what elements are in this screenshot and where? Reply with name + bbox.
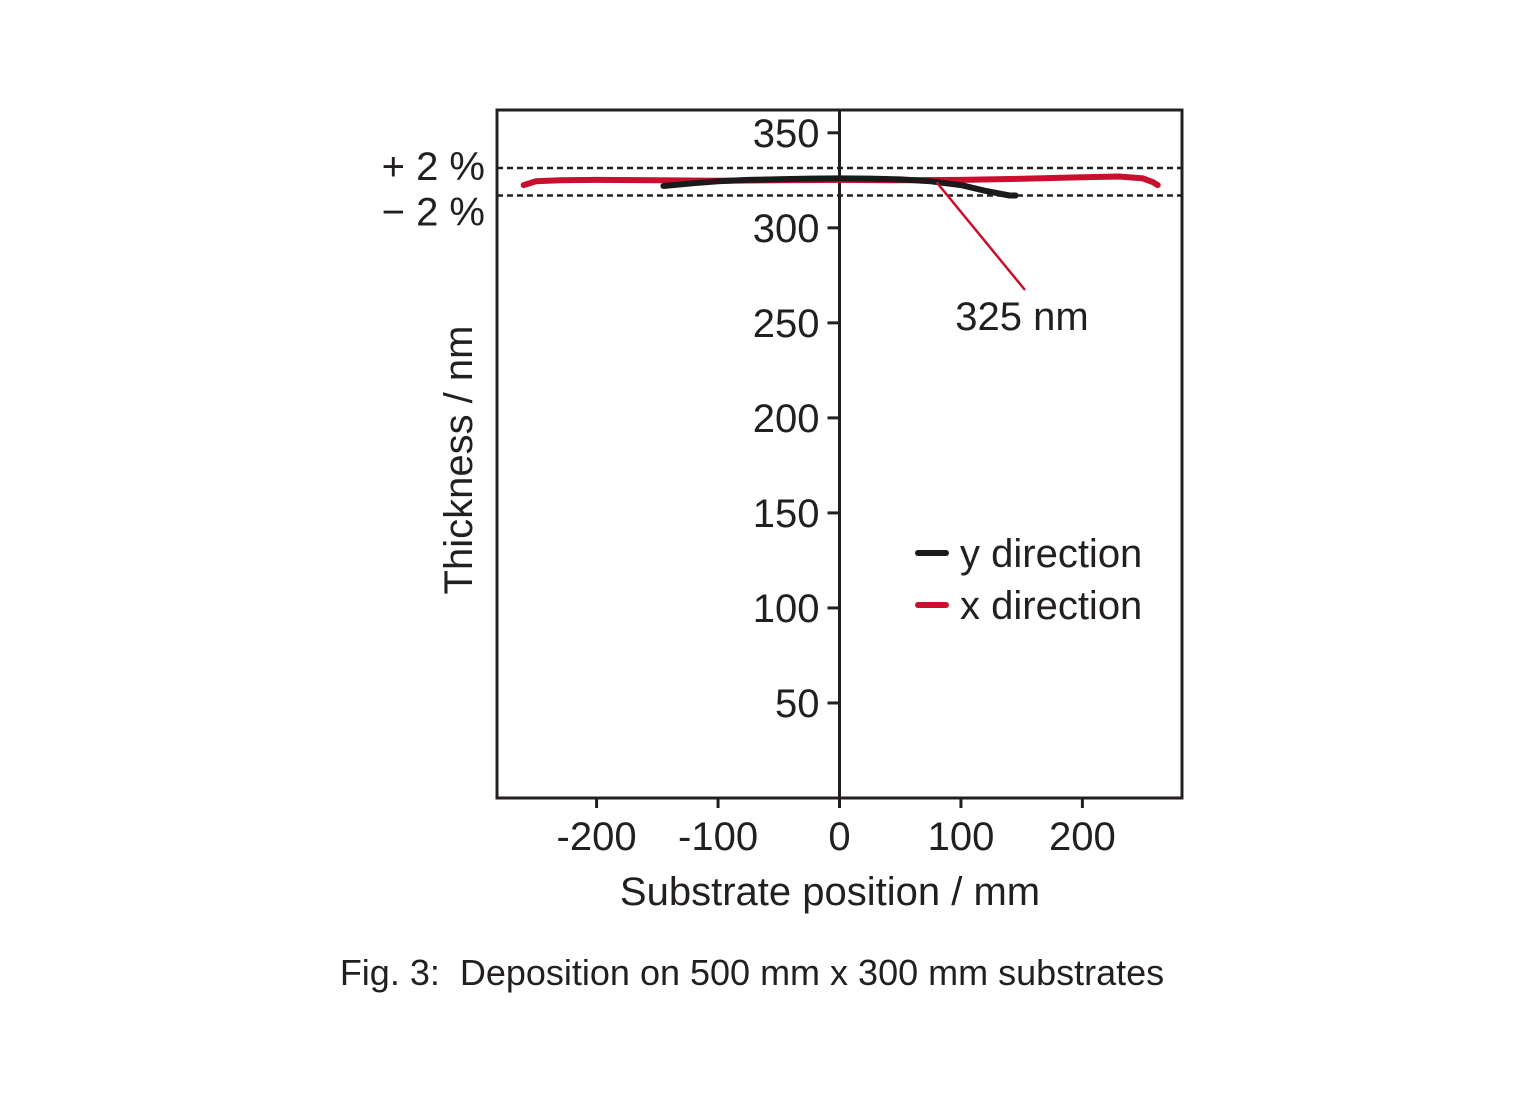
reference-line-label: + 2 % bbox=[382, 145, 485, 189]
series-lines bbox=[520, 173, 1161, 199]
y-tick-label: 50 bbox=[775, 682, 820, 726]
y-tick-label: 300 bbox=[753, 207, 820, 251]
annotation-label: 325 nm bbox=[955, 295, 1088, 339]
x-tick-label: 200 bbox=[1049, 815, 1116, 859]
legend: y direction x direction bbox=[915, 532, 1142, 628]
x-axis-title: Substrate position / mm bbox=[620, 870, 1040, 914]
y-tick-label: 200 bbox=[753, 397, 820, 441]
x-tick-label: 0 bbox=[828, 815, 850, 859]
x-tick-label: -100 bbox=[678, 815, 758, 859]
x-tick-label: -200 bbox=[557, 815, 637, 859]
legend-label: y direction bbox=[960, 532, 1142, 576]
y-tick-label: 100 bbox=[753, 587, 820, 631]
y-tick-label: 350 bbox=[753, 112, 820, 156]
reference-lines: + 2 %− 2 % bbox=[382, 145, 1182, 235]
annotation-leader-line bbox=[935, 181, 1026, 291]
figure-caption: Fig. 3: Deposition on 500 mm x 300 mm su… bbox=[340, 952, 1164, 993]
series-line bbox=[660, 175, 1019, 199]
x-tick-label: 100 bbox=[928, 815, 995, 859]
y-tick-label: 150 bbox=[753, 492, 820, 536]
reference-line-label: − 2 % bbox=[382, 191, 485, 235]
x-axis-ticks: -200 -100 0 100 200 bbox=[557, 798, 1116, 859]
y-tick-label: 250 bbox=[753, 302, 820, 346]
y-axis-ticks: 350 300 250 200 150 100 50 bbox=[753, 112, 840, 726]
legend-label: x direction bbox=[960, 584, 1142, 628]
y-axis-title: Thickness / nm bbox=[437, 326, 481, 595]
